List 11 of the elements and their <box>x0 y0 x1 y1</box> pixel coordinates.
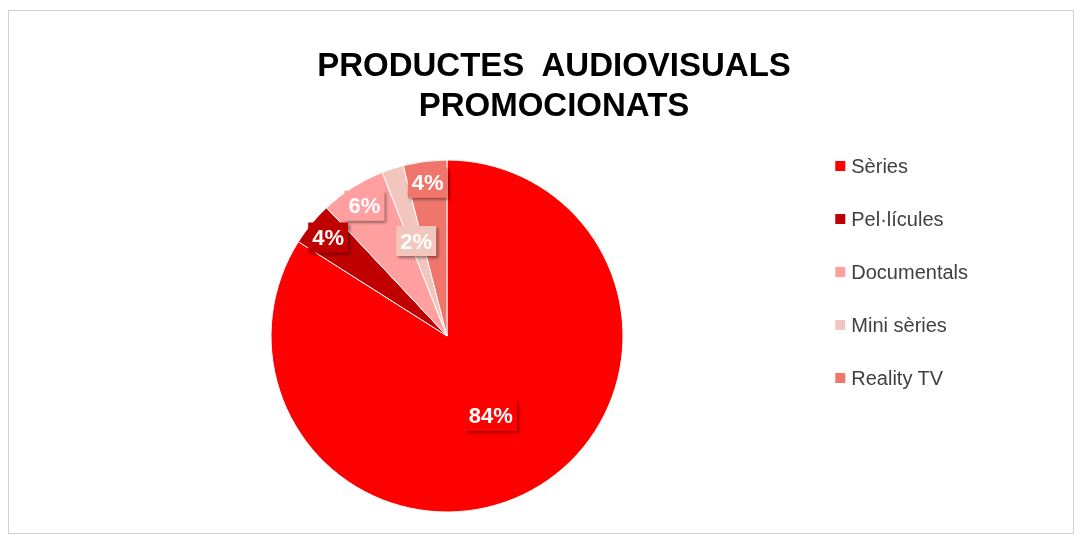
data-label: 4% <box>312 225 344 251</box>
data-label: 2% <box>400 228 433 254</box>
legend-label: Documentals <box>851 261 968 283</box>
legend-label: Pel·lícules <box>851 208 944 230</box>
legend-label: Mini sèries <box>851 314 947 336</box>
legend-label: Reality TV <box>851 367 944 389</box>
data-label: 6% <box>348 193 381 219</box>
data-label: 4% <box>411 170 444 196</box>
legend-label: Sèries <box>851 155 908 177</box>
data-label: 84% <box>468 403 513 429</box>
chart-title: PRODUCTES AUDIOVISUALS PROMOCIONATS <box>317 45 791 123</box>
